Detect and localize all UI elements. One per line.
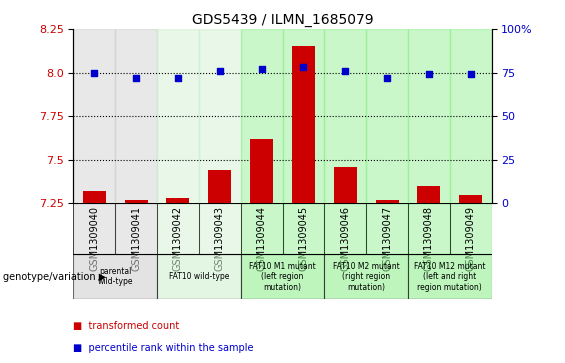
Text: FAT10 M2 mutant
(right region
mutation): FAT10 M2 mutant (right region mutation) — [333, 262, 399, 292]
Bar — [199, 203, 241, 254]
Bar — [450, 29, 492, 203]
Text: GSM1309041: GSM1309041 — [131, 206, 141, 271]
Text: GSM1309045: GSM1309045 — [298, 206, 308, 271]
Bar — [83, 191, 106, 203]
Text: ■  transformed count: ■ transformed count — [73, 321, 180, 331]
Text: GSM1309044: GSM1309044 — [257, 206, 267, 271]
Text: parental
wild-type: parental wild-type — [98, 267, 133, 286]
Text: GSM1309040: GSM1309040 — [89, 206, 99, 271]
Point — [424, 72, 433, 77]
Bar — [208, 170, 231, 203]
Bar — [250, 139, 273, 203]
Bar — [459, 195, 482, 203]
Text: GSM1309042: GSM1309042 — [173, 206, 183, 271]
Bar — [450, 203, 492, 254]
Bar — [408, 203, 450, 254]
Point — [341, 68, 350, 74]
Bar — [241, 203, 282, 254]
Bar — [241, 254, 324, 299]
Bar — [324, 254, 408, 299]
Bar — [282, 203, 324, 254]
Bar — [292, 46, 315, 203]
Text: FAT10 M12 mutant
(left and right
region mutation): FAT10 M12 mutant (left and right region … — [414, 262, 485, 292]
Bar — [73, 29, 115, 203]
Text: GSM1309047: GSM1309047 — [382, 206, 392, 271]
Point — [299, 65, 308, 70]
Bar — [115, 203, 157, 254]
Bar — [167, 198, 189, 203]
Text: GSM1309048: GSM1309048 — [424, 206, 434, 271]
Bar — [324, 203, 366, 254]
Point — [90, 70, 99, 76]
Text: FAT10 wild-type: FAT10 wild-type — [169, 272, 229, 281]
Bar — [366, 29, 408, 203]
Bar — [408, 29, 450, 203]
Text: GSM1309043: GSM1309043 — [215, 206, 225, 271]
Bar — [324, 29, 366, 203]
Bar — [199, 29, 241, 203]
Bar — [408, 254, 492, 299]
Text: GSM1309046: GSM1309046 — [340, 206, 350, 271]
Text: FAT10 M1 mutant
(left region
mutation): FAT10 M1 mutant (left region mutation) — [249, 262, 316, 292]
Bar — [376, 200, 398, 203]
Bar — [115, 29, 157, 203]
Point — [215, 68, 224, 74]
Text: ■  percentile rank within the sample: ■ percentile rank within the sample — [73, 343, 254, 353]
Bar — [125, 200, 147, 203]
Bar — [282, 29, 324, 203]
Point — [257, 66, 266, 72]
Bar — [157, 29, 199, 203]
Bar — [157, 254, 241, 299]
Bar — [73, 254, 157, 299]
Point — [383, 75, 392, 81]
Point — [466, 72, 475, 77]
Bar — [241, 29, 282, 203]
Bar — [366, 203, 408, 254]
Text: GSM1309049: GSM1309049 — [466, 206, 476, 271]
Bar — [334, 167, 357, 203]
Bar — [418, 186, 440, 203]
Bar — [73, 203, 115, 254]
Bar — [157, 203, 199, 254]
Point — [173, 75, 182, 81]
Title: GDS5439 / ILMN_1685079: GDS5439 / ILMN_1685079 — [192, 13, 373, 26]
Point — [132, 75, 141, 81]
Text: genotype/variation ▶: genotype/variation ▶ — [3, 272, 106, 282]
